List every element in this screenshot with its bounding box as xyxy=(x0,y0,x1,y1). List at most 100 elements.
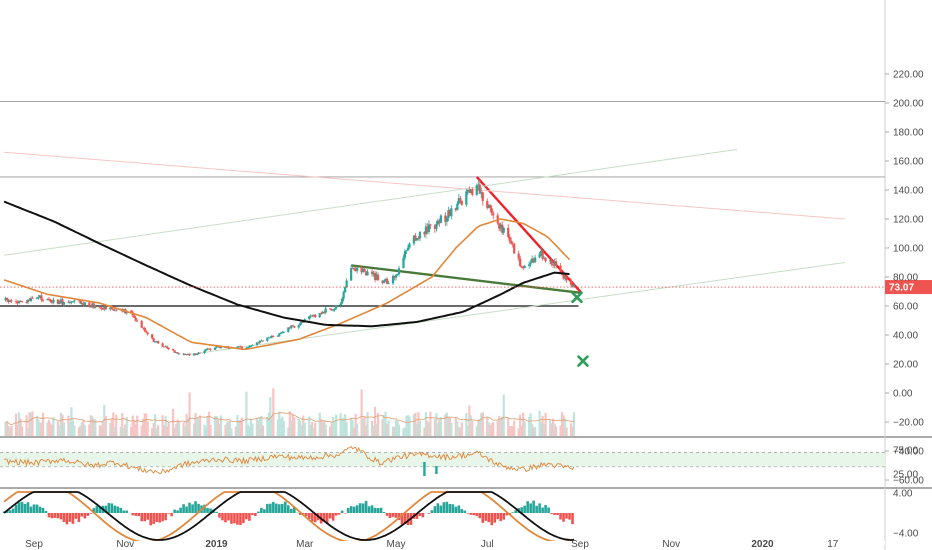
volume-bar xyxy=(435,413,438,436)
candle-body xyxy=(308,316,311,320)
volume-bar xyxy=(454,417,457,436)
volume-bar xyxy=(237,421,241,436)
macd-histogram-bar xyxy=(116,506,120,513)
candle-body xyxy=(478,184,481,194)
volume-bar xyxy=(332,416,335,436)
macd-histogram-bar xyxy=(478,513,482,519)
candle-body xyxy=(146,332,149,335)
candle-body xyxy=(519,258,522,267)
macd-histogram-bar xyxy=(266,503,269,513)
candle-body xyxy=(185,354,188,355)
rsi-signal-bar xyxy=(423,462,426,476)
candle-body xyxy=(17,301,21,304)
volume-bar xyxy=(447,417,450,436)
macd-histogram-bar xyxy=(185,506,188,513)
volume-bar xyxy=(363,416,366,436)
volume-bar xyxy=(312,428,315,436)
candle-body xyxy=(16,301,19,304)
macd-histogram-bar xyxy=(382,511,386,513)
candle-body xyxy=(206,348,209,350)
time-axis[interactable]: Sep Nov 2019 Mar May Jul Sep Nov 2020 17 xyxy=(25,539,839,550)
macd-histogram-bar xyxy=(523,505,526,513)
volume-bar xyxy=(227,420,230,436)
volume-bar xyxy=(40,422,43,436)
candle-body xyxy=(113,309,116,311)
macd-histogram-bar xyxy=(532,500,535,513)
trendline-falling-line xyxy=(4,151,845,220)
candle-body xyxy=(142,327,145,329)
volume-bar xyxy=(456,421,459,436)
candle-body xyxy=(370,271,374,275)
macd-histogram-bar xyxy=(550,513,553,514)
volume-bar xyxy=(531,423,534,436)
candle-body xyxy=(511,243,514,245)
macd-histogram-bar xyxy=(92,508,96,513)
volume-bar xyxy=(209,424,212,436)
volume-bar xyxy=(182,422,185,436)
volume-bar xyxy=(157,425,160,436)
macd-histogram-bar xyxy=(230,513,233,524)
macd-histogram-bar xyxy=(233,513,236,524)
time-axis-label: Nov xyxy=(116,539,134,550)
volume-bar xyxy=(571,426,574,436)
time-axis-label: 2020 xyxy=(751,539,774,550)
current-price-tag xyxy=(885,280,932,295)
candle-body xyxy=(94,307,97,309)
candle-body xyxy=(396,274,399,275)
volume-bar xyxy=(207,411,211,436)
macd-histogram-bar xyxy=(496,513,500,520)
volume-bar xyxy=(119,426,122,436)
volume-bar xyxy=(101,421,104,436)
volume-bar xyxy=(206,416,209,436)
volume-bar xyxy=(25,415,28,436)
volume-bar xyxy=(396,420,399,436)
macd-histogram-bar xyxy=(182,504,185,513)
candle-body xyxy=(486,200,489,208)
volume-bar xyxy=(59,412,63,436)
candle-body xyxy=(157,341,160,344)
candle-body xyxy=(279,333,282,334)
candle-body xyxy=(151,334,154,339)
volume-bar xyxy=(7,426,10,436)
macd-histogram-bar xyxy=(59,513,63,520)
macd-histogram-bar xyxy=(209,508,212,513)
volume-bar xyxy=(402,428,405,436)
candle-body xyxy=(517,253,520,259)
volume-bar xyxy=(297,418,300,436)
volume-bar xyxy=(89,415,92,436)
sma-slow-line xyxy=(3,200,570,328)
volume-bar xyxy=(569,423,573,436)
candle-body xyxy=(385,278,389,284)
macd-histogram-bar xyxy=(134,513,138,516)
macd-histogram-bar xyxy=(415,513,419,519)
volume-bar xyxy=(255,417,258,436)
volume-bar xyxy=(152,422,155,436)
volume-bar xyxy=(79,425,82,436)
horizontal-levels xyxy=(0,101,885,307)
volume-bar xyxy=(178,421,181,436)
candle-body xyxy=(251,344,254,346)
volume-bar xyxy=(134,424,137,436)
volume-bar xyxy=(408,416,411,436)
candle-body xyxy=(88,302,91,307)
volume-bar xyxy=(361,418,365,436)
price-axis[interactable]: 220.00 200.00 180.00 160.00 140.00 120.00 100.… xyxy=(885,70,924,540)
volume-bar xyxy=(8,427,12,436)
candle-body xyxy=(341,298,344,304)
macd-histogram-bar xyxy=(367,506,371,513)
candle-body xyxy=(237,346,241,348)
macd-histogram-bar xyxy=(167,513,170,514)
candle-body xyxy=(20,301,24,303)
volume-bar xyxy=(125,417,128,436)
volume-bar xyxy=(67,415,70,436)
volume-bar xyxy=(376,412,380,436)
volume-bar xyxy=(124,424,127,436)
rsi-signal-bar xyxy=(435,466,438,474)
volume-bar xyxy=(513,420,516,436)
volume-bar xyxy=(517,428,520,436)
candle-body xyxy=(161,343,164,347)
volume-bar xyxy=(176,419,179,436)
volume-bar xyxy=(4,421,7,436)
macd-histogram-bar xyxy=(146,513,149,520)
